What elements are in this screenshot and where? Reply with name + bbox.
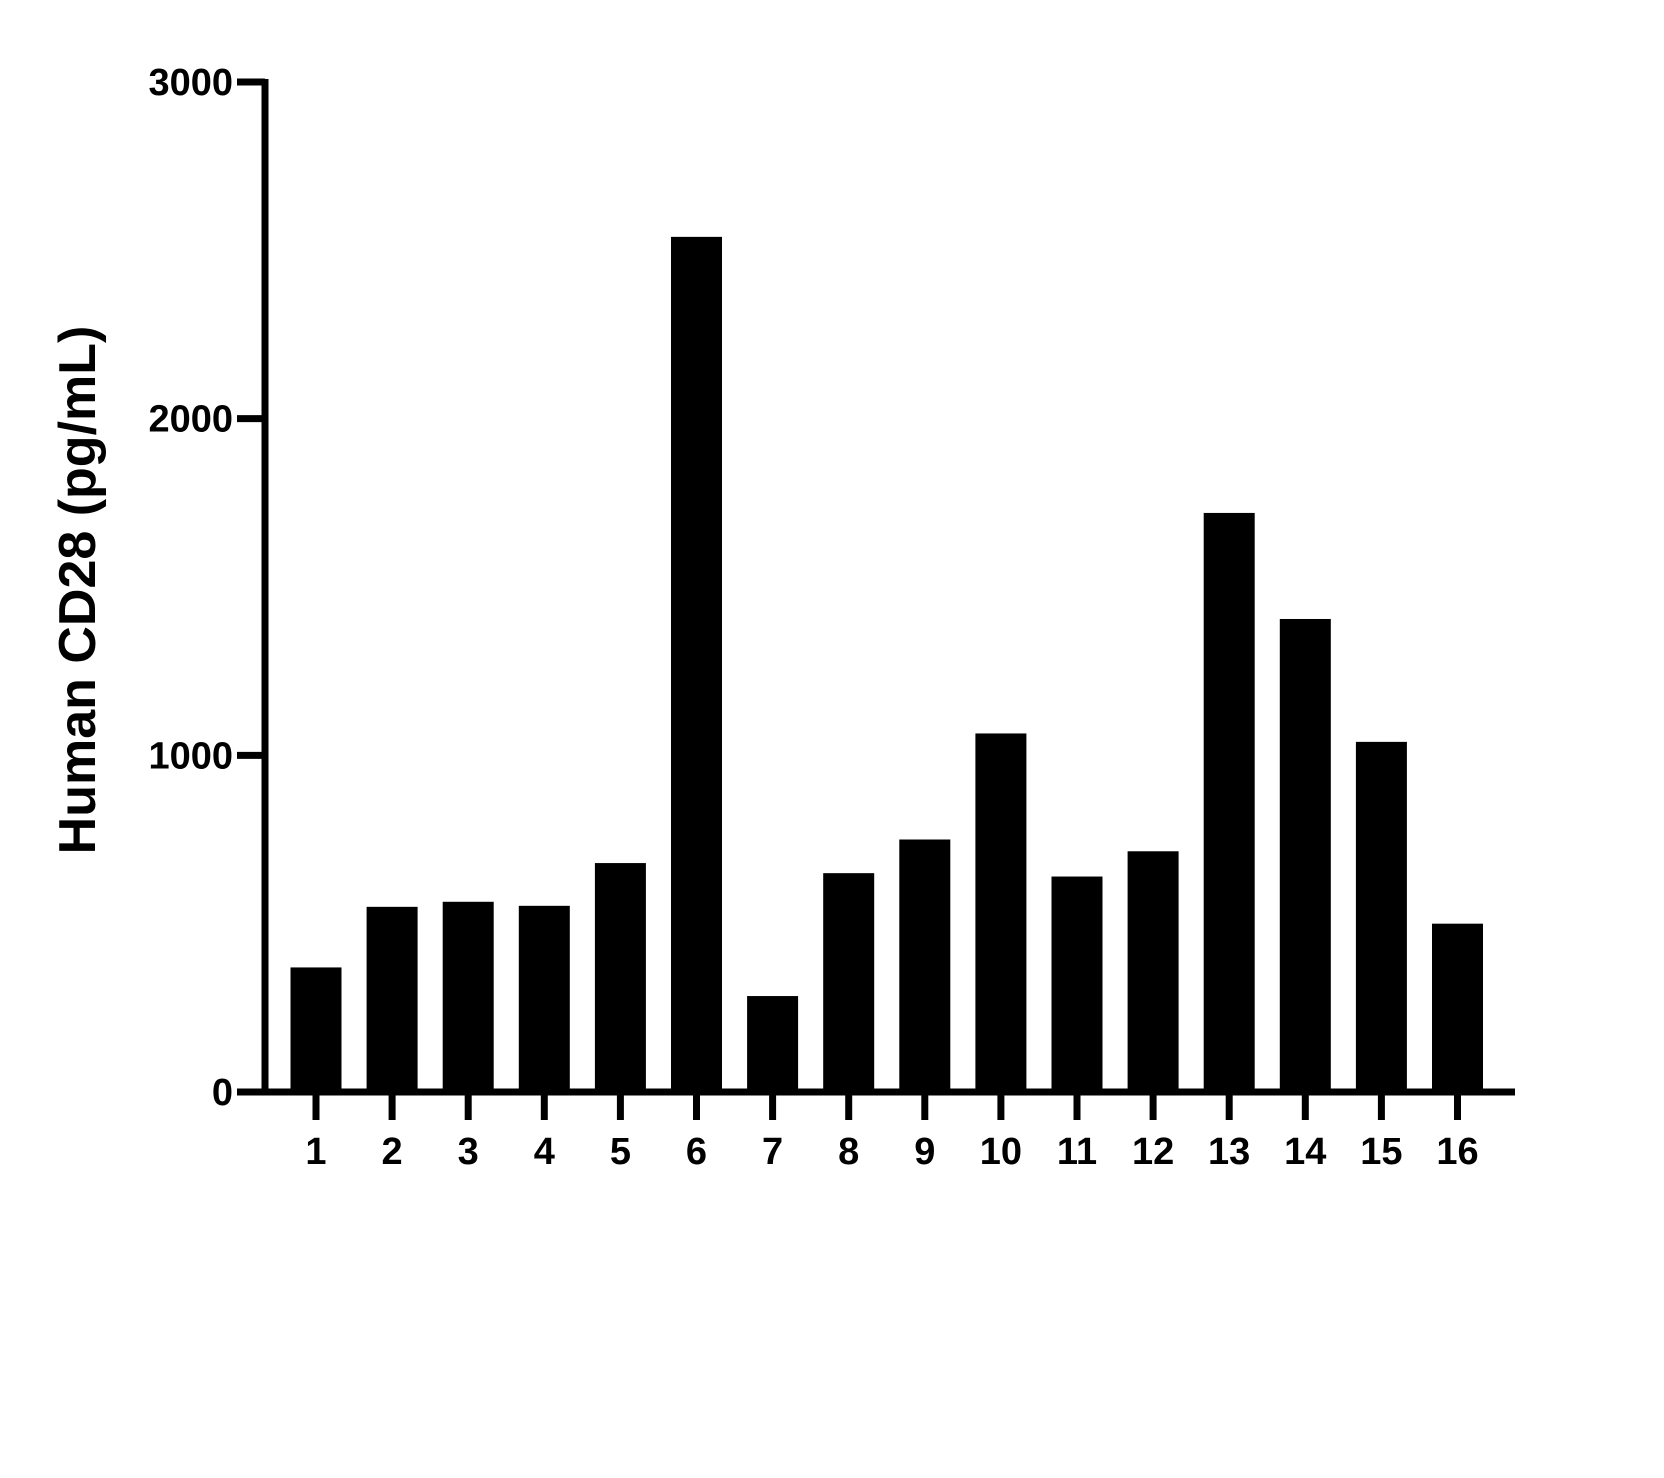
y-tick-label: 2000	[148, 399, 233, 441]
bar-1	[290, 967, 342, 1092]
y-axis-title: Human CD28 (pg/mL)	[49, 326, 107, 855]
bar-14	[1279, 618, 1331, 1092]
x-tick-label: 2	[382, 1131, 403, 1173]
bar-3	[442, 901, 494, 1092]
bar-6	[671, 236, 722, 1092]
x-tick-label: 11	[1057, 1131, 1097, 1173]
x-tick-label: 6	[686, 1131, 707, 1173]
y-tick-label: 0	[212, 1072, 233, 1114]
x-tick-label: 5	[610, 1131, 631, 1173]
x-tick-label: 14	[1284, 1131, 1326, 1173]
x-tick-label: 8	[838, 1131, 859, 1173]
x-tick-label: 16	[1436, 1131, 1478, 1173]
bar-15	[1355, 741, 1407, 1092]
bar-4	[518, 905, 570, 1092]
y-tick-label: 1000	[148, 735, 233, 777]
bar-12	[1127, 851, 1179, 1092]
x-tick-label: 3	[458, 1131, 479, 1173]
bar-2	[366, 906, 418, 1092]
bar-10	[975, 733, 1027, 1092]
bar-11	[1051, 876, 1103, 1092]
x-tick-label: 13	[1208, 1131, 1250, 1173]
x-tick-label: 10	[980, 1131, 1022, 1173]
bar-5	[594, 863, 646, 1092]
x-tick-label: 4	[534, 1131, 555, 1173]
bar-13	[1203, 512, 1255, 1092]
y-ticks-group: 0 1000 2000 3000	[148, 62, 265, 1114]
bar-7	[747, 996, 799, 1092]
x-tick-label: 12	[1132, 1131, 1174, 1173]
bar-9	[899, 839, 951, 1092]
bar-8	[823, 873, 875, 1092]
y-tick-label: 3000	[148, 62, 233, 104]
bar-16	[1432, 923, 1483, 1092]
x-tick-label: 7	[762, 1131, 783, 1173]
x-ticks-group: 1 2 3 4 5 6 7 8 9 10 11 12 13 14 15 16	[305, 1092, 1479, 1173]
x-tick-label: 15	[1360, 1131, 1402, 1173]
x-tick-label: 1	[305, 1131, 326, 1173]
x-tick-label: 9	[914, 1131, 935, 1173]
bars-group	[290, 236, 1483, 1092]
